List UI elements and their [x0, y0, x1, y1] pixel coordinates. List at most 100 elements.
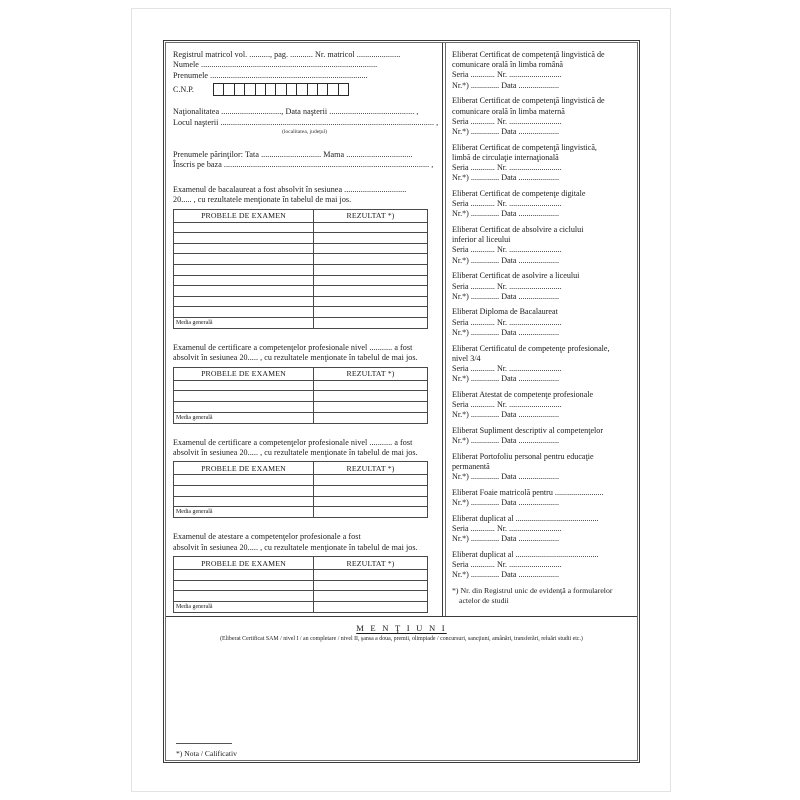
issued-document-field[interactable]: Nr.*) .............. Data ..............… — [452, 374, 560, 384]
exam-name-cell[interactable] — [173, 379, 314, 392]
table-row[interactable] — [173, 242, 428, 255]
issued-document-field[interactable]: Nr.*) .............. Data ..............… — [452, 534, 560, 544]
table-row[interactable] — [173, 264, 428, 276]
exam-result-cell[interactable] — [313, 285, 428, 297]
issued-document-entry: Eliberat Supliment descriptiv al compete… — [452, 426, 631, 446]
average-label: Media generală — [173, 411, 314, 424]
average-row[interactable]: Media generală — [173, 506, 428, 519]
average-row[interactable]: Media generală — [173, 317, 428, 329]
issued-document-title: comunicare orală în limba maternă — [452, 106, 565, 116]
average-value-cell[interactable] — [313, 600, 428, 613]
table-row[interactable] — [173, 274, 428, 287]
table-row[interactable] — [173, 485, 428, 497]
exam-name-cell[interactable] — [173, 390, 314, 402]
table-row[interactable] — [173, 379, 428, 392]
registry-line-1: Registrul matricol vol. .........., pag.… — [173, 50, 401, 59]
exam-name-cell[interactable] — [173, 242, 314, 255]
exam-name-cell[interactable] — [173, 495, 314, 508]
enrollment-line: Înscris pe baza ........................… — [173, 160, 434, 170]
table-row[interactable] — [173, 474, 428, 486]
exam-result-cell[interactable] — [313, 390, 428, 402]
average-value-cell[interactable] — [313, 506, 428, 519]
exam-name-cell[interactable] — [173, 264, 314, 276]
exam-name-cell[interactable] — [173, 579, 314, 592]
exam-result-cell[interactable] — [313, 264, 428, 276]
exam-result-cell[interactable] — [313, 495, 428, 508]
average-row[interactable]: Media generală — [173, 411, 428, 424]
issued-document-field[interactable]: Nr.*) .............. Data ..............… — [452, 472, 560, 482]
exam-result-cell[interactable] — [313, 306, 428, 318]
issued-document-entry: Eliberat Certificat de asolvire a liceul… — [452, 271, 631, 302]
issued-document-field[interactable]: Seria ............ Nr. .................… — [452, 363, 562, 373]
exam-result-cell[interactable] — [313, 474, 428, 486]
issued-document-field[interactable]: Seria ............ Nr. .................… — [452, 116, 562, 126]
table-row[interactable] — [173, 306, 428, 318]
issued-document-field[interactable]: Nr.*) .............. Data ..............… — [452, 327, 560, 337]
exam-result-cell[interactable] — [313, 569, 428, 581]
table-row[interactable] — [173, 401, 428, 413]
exam-name-cell[interactable] — [173, 401, 314, 413]
exam-result-cell[interactable] — [313, 274, 428, 287]
issued-document-field[interactable]: Seria ............ Nr. .................… — [452, 199, 562, 209]
issued-document-field[interactable]: Nr.*) .............. Data ..............… — [452, 291, 560, 301]
cnp-boxes[interactable] — [213, 83, 350, 97]
exam-name-cell[interactable] — [173, 232, 314, 244]
issued-document-field[interactable]: Nr.*) .............. Data ..............… — [452, 80, 560, 90]
table-row[interactable] — [173, 285, 428, 297]
issued-document-field[interactable]: Seria ............ Nr. .................… — [452, 281, 562, 291]
issued-document-field[interactable]: Nr.*) .............. Data ..............… — [452, 173, 560, 183]
exam-name-cell[interactable] — [173, 485, 314, 497]
issued-document-field[interactable]: Seria ............ Nr. .................… — [452, 70, 562, 80]
exam-result-cell[interactable] — [313, 485, 428, 497]
table-row[interactable] — [173, 579, 428, 592]
table-row[interactable] — [173, 253, 428, 266]
exam-name-cell[interactable] — [173, 285, 314, 297]
issued-document-field[interactable]: Nr.*) .............. Data ..............… — [452, 209, 560, 219]
exam-name-cell[interactable] — [173, 274, 314, 287]
exam-intro-line: absolvit în sesiunea 20..... , cu rezult… — [173, 448, 418, 457]
issued-document-field[interactable]: Seria ............ Nr. .................… — [452, 163, 562, 173]
issued-documents-list: Eliberat Certificat de competenţă lingvi… — [452, 50, 631, 581]
exam-name-cell[interactable] — [173, 590, 314, 602]
issued-document-title: inferior al liceului — [452, 235, 511, 245]
cnp-cell[interactable] — [337, 83, 350, 97]
exam-result-cell[interactable] — [313, 379, 428, 392]
exam-result-cell[interactable] — [313, 590, 428, 602]
average-value-cell[interactable] — [313, 317, 428, 329]
issued-document-field[interactable]: Seria ............ Nr. .................… — [452, 560, 562, 570]
exam-name-cell[interactable] — [173, 474, 314, 486]
issued-document-field[interactable]: Seria ............ Nr. .................… — [452, 400, 562, 410]
table-row[interactable] — [173, 569, 428, 581]
average-value-cell[interactable] — [313, 411, 428, 424]
exam-result-cell[interactable] — [313, 295, 428, 308]
issued-document-field[interactable]: Nr.*) .............. Data ..............… — [452, 126, 560, 136]
exam-result-cell[interactable] — [313, 579, 428, 592]
exam-name-cell[interactable] — [173, 221, 314, 234]
exam-result-cell[interactable] — [313, 253, 428, 266]
average-row[interactable]: Media generală — [173, 600, 428, 613]
issued-document-field[interactable]: Nr.*) .............. Data ..............… — [452, 570, 560, 580]
issued-document-field[interactable]: Seria ............ Nr. .................… — [452, 245, 562, 255]
issued-document-title: Eliberat Foaie matricolă pentru ........… — [452, 488, 604, 498]
table-row[interactable] — [173, 495, 428, 508]
exam-result-cell[interactable] — [313, 242, 428, 255]
exam-name-cell[interactable] — [173, 295, 314, 308]
table-row[interactable] — [173, 221, 428, 234]
issued-document-field[interactable]: Seria ............ Nr. .................… — [452, 317, 562, 327]
issued-document-field[interactable]: Nr.*) .............. Data ..............… — [452, 436, 560, 446]
issued-document-field[interactable]: Nr.*) .............. Data ..............… — [452, 410, 560, 420]
table-row[interactable] — [173, 590, 428, 602]
exam-name-cell[interactable] — [173, 569, 314, 581]
exam-result-cell[interactable] — [313, 401, 428, 413]
issued-document-field[interactable]: Nr.*) .............. Data ..............… — [452, 498, 560, 508]
table-row[interactable] — [173, 390, 428, 402]
exam-result-cell[interactable] — [313, 232, 428, 244]
table-row[interactable] — [173, 295, 428, 308]
exam-result-cell[interactable] — [313, 221, 428, 234]
table-row[interactable] — [173, 232, 428, 244]
exam-name-cell[interactable] — [173, 306, 314, 318]
cnp-label: C.N.P. — [173, 85, 194, 95]
exam-name-cell[interactable] — [173, 253, 314, 266]
issued-document-field[interactable]: Seria ............ Nr. .................… — [452, 524, 562, 534]
issued-document-field[interactable]: Nr.*) .............. Data ..............… — [452, 255, 560, 265]
